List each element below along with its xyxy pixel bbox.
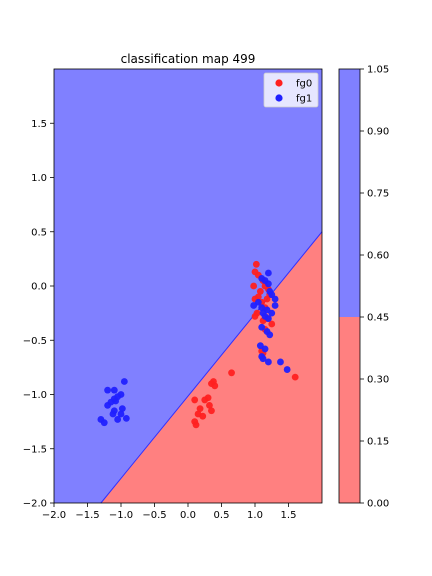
y-tick-label: −1.0 <box>23 390 47 401</box>
y-tick-label: −0.5 <box>23 336 47 347</box>
point-fg1 <box>265 269 272 277</box>
point-fg0 <box>208 407 215 415</box>
point-fg0 <box>251 312 259 320</box>
point-fg1 <box>118 405 126 413</box>
point-fg1 <box>266 331 274 339</box>
point-fg0 <box>199 412 207 420</box>
point-fg1 <box>261 345 269 353</box>
point-fg1 <box>277 358 284 366</box>
point-fg0 <box>211 382 219 390</box>
legend-marker <box>275 79 283 87</box>
legend-marker <box>275 94 283 102</box>
point-fg1 <box>268 309 276 317</box>
colorbar-tick-label: 0.00 <box>367 499 389 510</box>
point-fg1 <box>104 386 111 394</box>
x-tick-label: −0.5 <box>142 510 166 521</box>
point-fg0 <box>204 394 212 402</box>
colorbar-tick-label: 0.45 <box>367 313 389 324</box>
point-fg0 <box>250 282 258 290</box>
point-fg1 <box>117 410 125 418</box>
point-fg0 <box>268 320 276 328</box>
point-fg1 <box>100 419 108 427</box>
chart-title: classification map 499 <box>121 52 256 66</box>
decision-boundary <box>100 231 323 504</box>
x-tick-label: −1.5 <box>75 510 99 521</box>
point-fg1 <box>120 378 128 385</box>
point-fg1 <box>259 355 267 363</box>
point-fg0 <box>291 373 299 381</box>
point-fg1 <box>110 386 118 394</box>
series-fg1 <box>97 269 291 427</box>
point-fg1 <box>258 323 266 331</box>
x-tick-label: −1.0 <box>109 510 133 521</box>
point-fg1 <box>109 410 117 418</box>
point-fg1 <box>271 295 279 303</box>
colorbar-tick-label: 0.60 <box>367 251 389 262</box>
colorbar-bands <box>339 69 360 503</box>
point-fg1 <box>114 416 122 423</box>
legend-entry-fg0: fg0 <box>275 79 312 90</box>
point-fg1 <box>265 315 272 322</box>
legend-label: fg0 <box>296 79 312 90</box>
colorbar: 0.00 0.15 0.30 0.45 0.60 0.75 0.90 1.05 <box>338 65 389 510</box>
colorbar-band <box>339 69 360 317</box>
colorbar-ticks: 0.00 0.15 0.30 0.45 0.60 0.75 0.90 1.05 <box>360 65 389 510</box>
point-fg0 <box>196 405 204 413</box>
point-fg0 <box>228 369 235 377</box>
point-fg0 <box>252 260 260 268</box>
point-fg1 <box>258 304 266 312</box>
point-fg1 <box>250 302 258 309</box>
point-fg1 <box>104 401 111 409</box>
scatter-points <box>97 260 299 429</box>
y-axis: 1.5 1.0 0.5 0.0 −0.5 −1.0 −1.5 −2.0 <box>23 119 54 510</box>
point-fg1 <box>271 302 279 309</box>
x-tick-label: 1.0 <box>247 510 263 521</box>
colorbar-tick-label: 0.90 <box>367 127 389 138</box>
x-tick-label: 1.5 <box>281 510 297 521</box>
y-tick-label: −1.5 <box>23 444 47 455</box>
x-axis: −2.0 −1.5 −1.0 −0.5 0.0 0.5 1.0 1.5 <box>42 503 297 521</box>
point-fg1 <box>265 358 272 366</box>
colorbar-band <box>339 317 360 503</box>
colorbar-tick-label: 0.30 <box>367 375 389 386</box>
point-fg0 <box>191 396 199 404</box>
point-fg1 <box>283 366 291 373</box>
point-fg0 <box>254 293 262 301</box>
colorbar-tick-label: 0.75 <box>367 189 389 200</box>
x-tick-label: 0.5 <box>214 510 230 521</box>
y-tick-label: 1.5 <box>31 119 47 130</box>
legend-label: fg1 <box>296 94 312 105</box>
y-tick-label: 0.0 <box>31 282 47 293</box>
colorbar-tick-label: 1.05 <box>367 65 389 76</box>
point-fg1 <box>265 280 272 288</box>
y-tick-label: 1.0 <box>31 173 47 184</box>
y-tick-label: −2.0 <box>23 499 47 510</box>
x-tick-label: −2.0 <box>42 510 66 521</box>
point-fg0 <box>192 421 200 429</box>
point-fg0 <box>256 288 264 295</box>
colorbar-frame <box>338 68 361 504</box>
point-fg0 <box>206 401 213 409</box>
plot-area <box>53 68 323 504</box>
legend-entry-fg1: fg1 <box>275 94 312 105</box>
x-tick-label: 0.0 <box>180 510 196 521</box>
y-tick-label: 0.5 <box>31 227 47 238</box>
point-fg1 <box>122 414 130 422</box>
colorbar-tick-label: 0.15 <box>367 437 389 448</box>
